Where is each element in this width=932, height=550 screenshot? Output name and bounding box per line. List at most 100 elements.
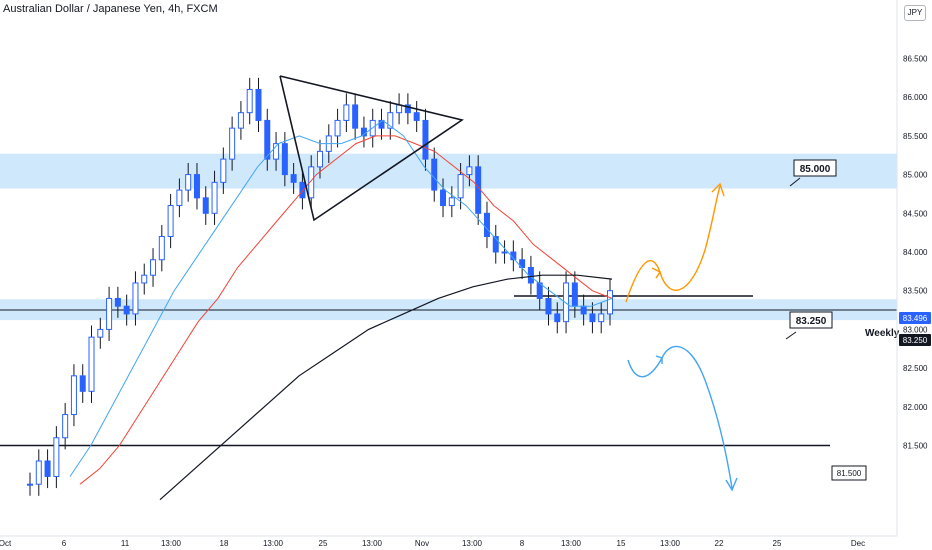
time-tick: 13:00 — [263, 539, 284, 548]
candle-body — [281, 143, 288, 176]
candle-body — [387, 112, 394, 129]
time-tick: 25 — [319, 539, 328, 548]
candle-body — [378, 119, 385, 129]
price-tag-box — [899, 312, 931, 324]
candle-body — [97, 328, 104, 338]
weekly-tag: Weekly — [865, 328, 900, 339]
candle-body — [176, 189, 183, 207]
candle-body — [457, 174, 464, 199]
currency-badge[interactable]: JPY — [904, 5, 926, 21]
horizontal-levels: 85.000 83.250 Weekly 81.500 — [0, 159, 900, 481]
time-tick: 13:00 — [362, 539, 383, 548]
zone-band-0 — [0, 153, 897, 189]
time-tick: 25 — [773, 539, 782, 548]
label-leader — [789, 177, 801, 187]
price-tick: 85.500 — [903, 132, 928, 141]
candle-body — [545, 297, 552, 315]
candle-body — [62, 414, 69, 439]
price-tick: 86.500 — [903, 55, 928, 64]
candle-body — [273, 143, 280, 160]
candle-body — [193, 174, 200, 199]
price-tag-label: 83.250 — [903, 336, 928, 345]
candle-body — [123, 305, 130, 315]
price-tag-label: 83.496 — [903, 314, 928, 323]
time-tick: 13:00 — [462, 539, 483, 548]
candle-body — [563, 282, 570, 323]
candle-body — [79, 375, 86, 392]
label-leader — [785, 331, 797, 340]
price-tick: 83.000 — [903, 325, 928, 334]
candle-body — [229, 127, 236, 160]
candle-body — [70, 375, 77, 416]
candle-body — [580, 305, 587, 315]
candle-body — [88, 336, 95, 392]
candle-body — [255, 88, 262, 121]
bullish-projection-path — [625, 185, 721, 303]
candle-body — [106, 297, 113, 330]
candle-body — [440, 189, 447, 207]
candle-body — [158, 236, 165, 261]
candlestick-series — [27, 77, 613, 496]
time-tick: 13:00 — [660, 539, 681, 548]
price-tick: 81.500 — [903, 442, 928, 451]
candle-body — [299, 181, 306, 199]
candle-body — [589, 313, 596, 323]
candle-body — [598, 313, 605, 323]
price-tick: 82.000 — [903, 403, 928, 412]
price-tick: 82.500 — [903, 364, 928, 373]
candle-body — [466, 166, 473, 176]
candle-body — [308, 166, 315, 199]
candle-body — [483, 212, 490, 238]
price-tick: 86.000 — [903, 93, 928, 102]
moving-average-line-2 — [159, 274, 613, 501]
candle-body — [448, 197, 455, 207]
candle-body — [607, 290, 613, 315]
candle-body — [290, 174, 297, 183]
projection-arrowhead — [725, 477, 738, 492]
candle-body — [35, 460, 42, 485]
candle-body — [246, 88, 253, 114]
candle-body — [396, 104, 403, 114]
triangle-pattern — [279, 75, 464, 222]
projection-arrowhead — [655, 355, 663, 364]
level-label-box — [831, 465, 867, 481]
candle-body — [352, 104, 359, 129]
candle-body — [114, 297, 121, 307]
time-tick: 15 — [617, 539, 626, 548]
time-axis: Oct 6 11 13:00 18 13:00 25 13:00 Nov 13:00 8 13:00 1… — [0, 539, 865, 548]
level-label-box — [789, 311, 833, 329]
candle-body — [27, 483, 33, 486]
time-tick: Dec — [851, 539, 865, 548]
level-label-85000: 85.000 — [800, 164, 831, 175]
time-tick: Nov — [415, 539, 429, 548]
candle-body — [202, 197, 209, 214]
candle-body — [343, 104, 350, 121]
candle-body — [475, 166, 482, 214]
price-axis: 86.500 86.000 85.500 85.000 84.500 84.000 83.5… — [903, 55, 928, 451]
time-tick: 13:00 — [161, 539, 182, 548]
candle-body — [571, 282, 578, 307]
candle-body — [492, 236, 499, 253]
bearish-projection-path — [627, 345, 733, 489]
price-tick: 84.500 — [903, 209, 928, 218]
drawing-tools — [279, 75, 738, 492]
projection-arrowhead — [711, 182, 725, 197]
candle-body — [264, 119, 271, 160]
candle-body — [554, 313, 561, 323]
candle-body — [404, 104, 411, 114]
projection-arrowhead — [651, 267, 662, 279]
candle-body — [132, 282, 139, 315]
chart-title: Australian Dollar / Japanese Yen, 4h, FX… — [3, 3, 218, 15]
candle-body — [220, 158, 227, 183]
candle-body — [167, 205, 174, 238]
time-tick: 6 — [62, 539, 67, 548]
candle-body — [413, 112, 420, 121]
level-label-83250: 83.250 — [796, 316, 827, 327]
time-tick: 18 — [220, 539, 229, 548]
candle-body — [431, 158, 438, 191]
candle-body — [150, 259, 157, 276]
time-tick: Oct — [0, 539, 12, 548]
time-tick: 11 — [121, 539, 130, 548]
price-tags: 83.496 83.250 — [899, 312, 931, 346]
